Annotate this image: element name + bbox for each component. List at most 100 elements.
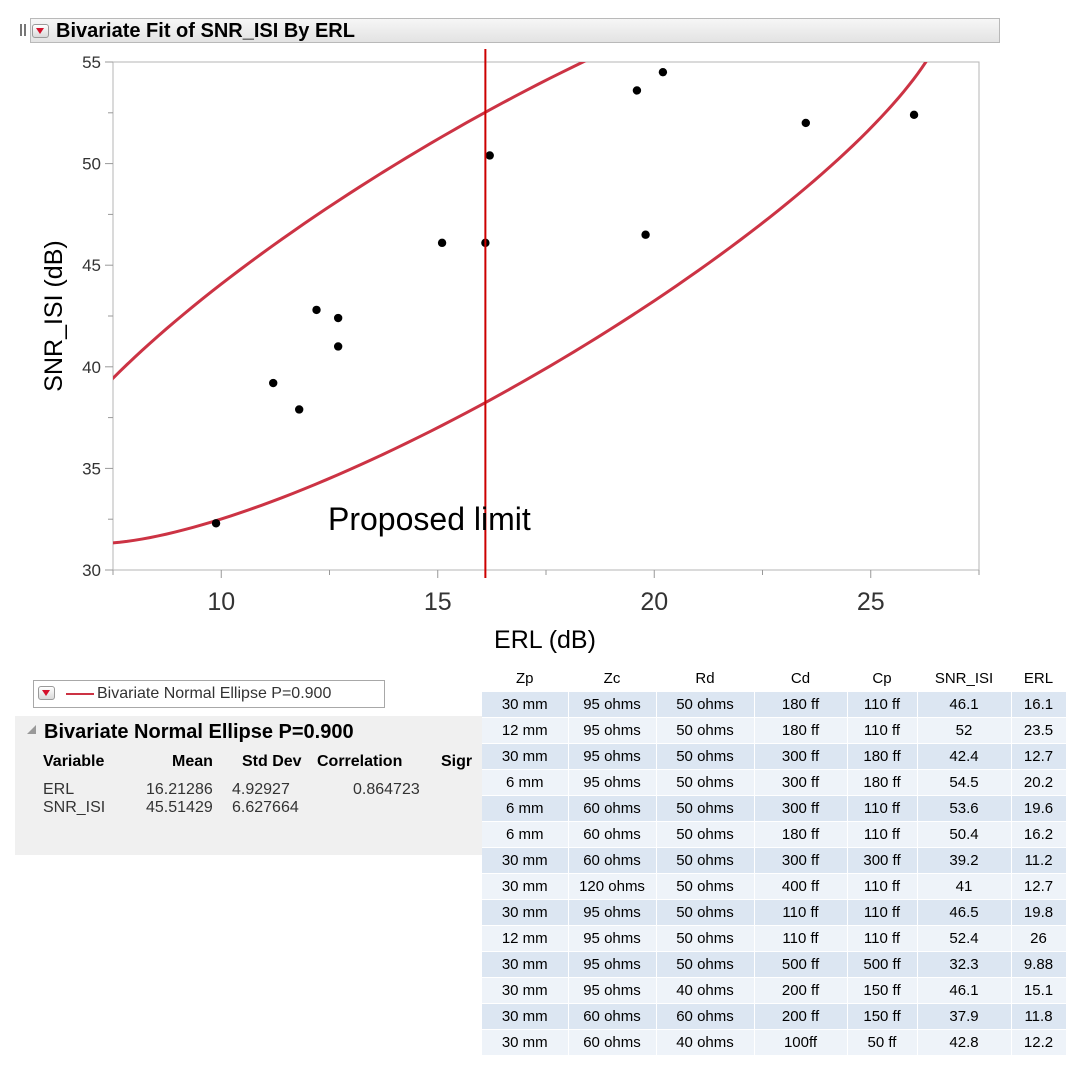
cell-rd: 60 ohms [656, 1003, 755, 1030]
cell-zp: 30 mm [482, 977, 569, 1004]
row-std-value: 6.627664 [232, 799, 299, 816]
cell-zp: 30 mm [482, 1003, 569, 1030]
cell-erl: 11.8 [1011, 1003, 1067, 1030]
table-row: 30 mm 95 ohms 50 ohms 110 ff 110 ff 46.5 19.8 [482, 899, 1067, 926]
table-row: 30 mm 60 ohms 60 ohms 200 ff 150 ff 37.9 11.8 [482, 1003, 1067, 1030]
report-disclosure-icon[interactable] [27, 725, 36, 734]
cell-snr-isi: 46.5 [917, 899, 1012, 926]
x-axis-label: ERL (dB) [494, 626, 596, 654]
cell-cp: 110 ff [847, 925, 918, 952]
cell-snr-isi: 42.4 [917, 743, 1012, 770]
cell-snr-isi: 41 [917, 873, 1012, 900]
cell-zc: 95 ohms [568, 717, 657, 744]
cell-zc: 60 ohms [568, 1029, 657, 1056]
cell-cp: 180 ff [847, 769, 918, 796]
cell-zp: 30 mm [482, 899, 569, 926]
cell-cp: 110 ff [847, 821, 918, 848]
parameter-data-table: Zp Zc Rd Cd Cp SNR_ISI ERL 30 mm 95 ohms 5… [482, 666, 1067, 1056]
cell-erl: 15.1 [1011, 977, 1067, 1004]
column-header-zp: Zp [482, 666, 569, 692]
column-header-cd: Cd [754, 666, 848, 692]
cell-erl: 19.8 [1011, 899, 1067, 926]
cell-erl: 26 [1011, 925, 1067, 952]
y-tick-label: 50 [82, 155, 101, 174]
red-triangle-menu-icon[interactable] [32, 24, 49, 38]
cell-cp: 150 ff [847, 977, 918, 1004]
col-header-correlation: Correlation [317, 753, 403, 770]
cell-zc: 95 ohms [568, 899, 657, 926]
axes: 10 15 20 25 30 35 40 45 50 55 [82, 53, 980, 616]
table-row: 12 mm 95 ohms 50 ohms 180 ff 110 ff 52 23.5 [482, 717, 1067, 744]
legend-menu-icon[interactable] [38, 686, 55, 700]
cell-rd: 50 ohms [656, 717, 755, 744]
plot-frame [112, 61, 980, 571]
data-point [632, 86, 642, 95]
data-point [658, 67, 668, 77]
y-axis-label: SNR_ISI (dB) [40, 240, 68, 391]
cell-erl: 16.2 [1011, 821, 1067, 848]
cell-snr-isi: 46.1 [917, 691, 1012, 718]
cell-erl: 12.7 [1011, 743, 1067, 770]
table-row: 6 mm 60 ohms 50 ohms 300 ff 110 ff 53.6 19.6 [482, 795, 1067, 822]
cell-zp: 30 mm [482, 873, 569, 900]
cell-erl: 16.1 [1011, 691, 1067, 718]
legend-label: Bivariate Normal Ellipse P=0.900 [97, 685, 332, 702]
cell-snr-isi: 50.4 [917, 821, 1012, 848]
cell-snr-isi: 53.6 [917, 795, 1012, 822]
col-header-std-dev: Std Dev [242, 753, 302, 770]
cell-cd: 110 ff [754, 925, 848, 952]
cell-rd: 50 ohms [656, 925, 755, 952]
cell-snr-isi: 32.3 [917, 951, 1012, 978]
cell-snr-isi: 54.5 [917, 769, 1012, 796]
legend-line-swatch [66, 693, 94, 695]
cell-cd: 200 ff [754, 1003, 848, 1030]
table-row: 30 mm 95 ohms 50 ohms 300 ff 180 ff 42.4 12.7 [482, 743, 1067, 770]
cell-zc: 60 ohms [568, 1003, 657, 1030]
table-row: 30 mm 95 ohms 50 ohms 180 ff 110 ff 46.1 16.1 [482, 691, 1067, 718]
data-point [641, 230, 650, 239]
cell-cd: 200 ff [754, 977, 848, 1004]
bivariate-scatter-chart: 10 15 20 25 30 35 40 45 50 55 Proposed limit ERL … [40, 49, 980, 654]
cell-zc: 60 ohms [568, 847, 657, 874]
cell-erl: 11.2 [1011, 847, 1067, 874]
cell-cd: 180 ff [754, 691, 848, 718]
cell-snr-isi: 52 [917, 717, 1012, 744]
x-tick-label: 15 [424, 588, 452, 616]
y-tick-label: 30 [82, 561, 101, 580]
cell-rd: 40 ohms [656, 1029, 755, 1056]
ellipse-report-panel [15, 716, 488, 855]
row-mean-value: 45.51429 [146, 799, 213, 816]
cell-cp: 150 ff [847, 1003, 918, 1030]
cell-zc: 60 ohms [568, 795, 657, 822]
row-variable-name: ERL [43, 781, 75, 798]
table-row: 30 mm 95 ohms 50 ohms 500 ff 500 ff 32.3 9.88 [482, 951, 1067, 978]
cell-snr-isi: 39.2 [917, 847, 1012, 874]
row-std-value: 4.92927 [232, 781, 290, 798]
row-correlation-value: 0.864723 [353, 781, 420, 798]
cell-rd: 50 ohms [656, 951, 755, 978]
cell-zp: 30 mm [482, 847, 569, 874]
row-mean-value: 16.21286 [146, 781, 213, 798]
cell-zc: 95 ohms [568, 743, 657, 770]
density-ellipse [113, 62, 928, 545]
cell-cp: 110 ff [847, 691, 918, 718]
cell-erl: 9.88 [1011, 951, 1067, 978]
cell-zp: 30 mm [482, 1029, 569, 1056]
cell-cd: 180 ff [754, 717, 848, 744]
cell-zc: 60 ohms [568, 821, 657, 848]
cell-zc: 95 ohms [568, 769, 657, 796]
ellipse-report-title: Bivariate Normal Ellipse P=0.900 [44, 721, 354, 743]
cell-cp: 110 ff [847, 795, 918, 822]
data-point [485, 151, 494, 160]
data-point [437, 238, 447, 248]
cell-rd: 50 ohms [656, 873, 755, 900]
table-row: 30 mm 60 ohms 40 ohms 100ff 50 ff 42.8 12.2 [482, 1029, 1067, 1056]
cell-zc: 95 ohms [568, 925, 657, 952]
col-header-signif-truncated: Sigr [441, 753, 473, 770]
cell-erl: 23.5 [1011, 717, 1067, 744]
cell-rd: 50 ohms [656, 847, 755, 874]
cell-snr-isi: 42.8 [917, 1029, 1012, 1056]
outline-disclosure-icon[interactable] [20, 24, 26, 36]
cell-snr-isi: 37.9 [917, 1003, 1012, 1030]
cell-erl: 19.6 [1011, 795, 1067, 822]
